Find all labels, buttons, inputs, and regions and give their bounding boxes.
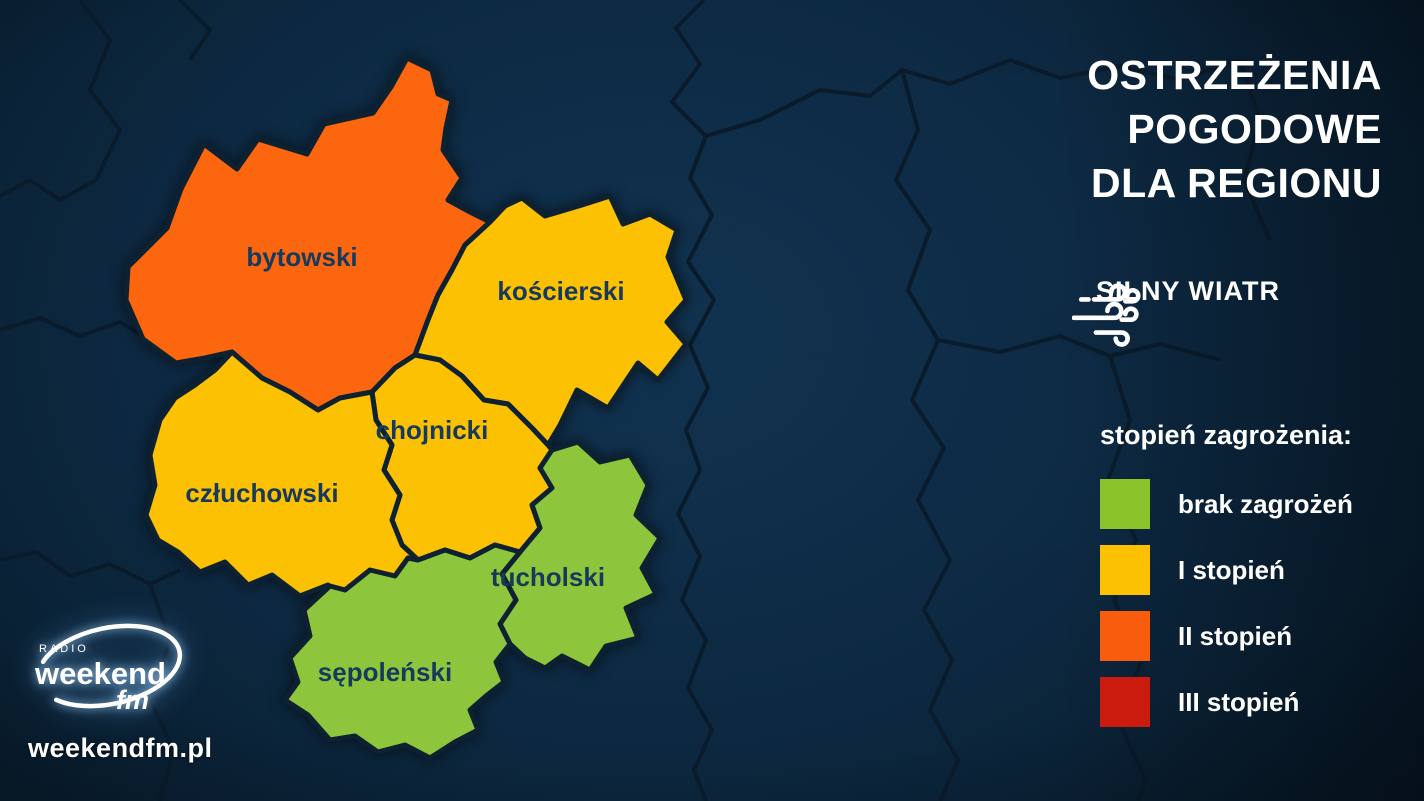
legend-item: I stopień xyxy=(1100,545,1353,595)
region-człuchowski xyxy=(143,349,421,605)
website-url: weekendfm.pl xyxy=(28,733,213,763)
legend-item: II stopień xyxy=(1100,611,1353,661)
legend-label: I stopień xyxy=(1178,554,1285,585)
region-sępoleński xyxy=(282,542,523,761)
radio-weekend-fm-logo: RADIO weekend fm xyxy=(34,623,183,715)
logo-radio-label: RADIO xyxy=(39,643,89,655)
region-label-kościerski: kościerski xyxy=(497,276,624,306)
page-title-line: OSTRZEŻENIA xyxy=(1087,52,1382,98)
region-label-sępoleński: sępoleński xyxy=(318,657,452,687)
page-title-line: POGODOWE xyxy=(1127,106,1382,153)
region-label-tucholski: tucholski xyxy=(491,562,605,592)
legend-item: III stopień xyxy=(1100,677,1353,727)
warning-type-row: SILNY WIATR xyxy=(1072,276,1280,347)
legend-swatch-orange xyxy=(1100,611,1150,661)
logo-main-text: weekend xyxy=(34,656,166,691)
legend-item: brak zagrożeń xyxy=(1100,479,1353,529)
logo-fm-text: fm xyxy=(116,685,149,715)
legend-swatch-yellow xyxy=(1100,545,1150,595)
legend-swatch-green xyxy=(1100,479,1150,529)
region-label-bytowski: bytowski xyxy=(246,242,357,272)
page-title: OSTRZEŻENIA POGODOWE DLA REGIONU xyxy=(1087,48,1382,210)
legend-heading: stopień zagrożenia: xyxy=(1100,420,1353,450)
legend-label: III stopień xyxy=(1178,686,1300,717)
region-label-człuchowski: człuchowski xyxy=(185,478,338,508)
region-kościerski xyxy=(412,193,689,448)
region-tucholski xyxy=(497,439,663,673)
region-label-chojnicki: chojnicki xyxy=(376,415,489,445)
page-title-line: DLA REGIONU xyxy=(1091,160,1382,207)
legend-label: II stopień xyxy=(1178,620,1293,651)
logo-swoosh xyxy=(35,623,183,709)
legend: stopień zagrożenia: brak zagrożeń I stop… xyxy=(1100,420,1353,743)
wind-icon xyxy=(1072,283,1141,347)
legend-label: brak zagrożeń xyxy=(1178,488,1353,519)
legend-swatch-red xyxy=(1100,677,1150,727)
